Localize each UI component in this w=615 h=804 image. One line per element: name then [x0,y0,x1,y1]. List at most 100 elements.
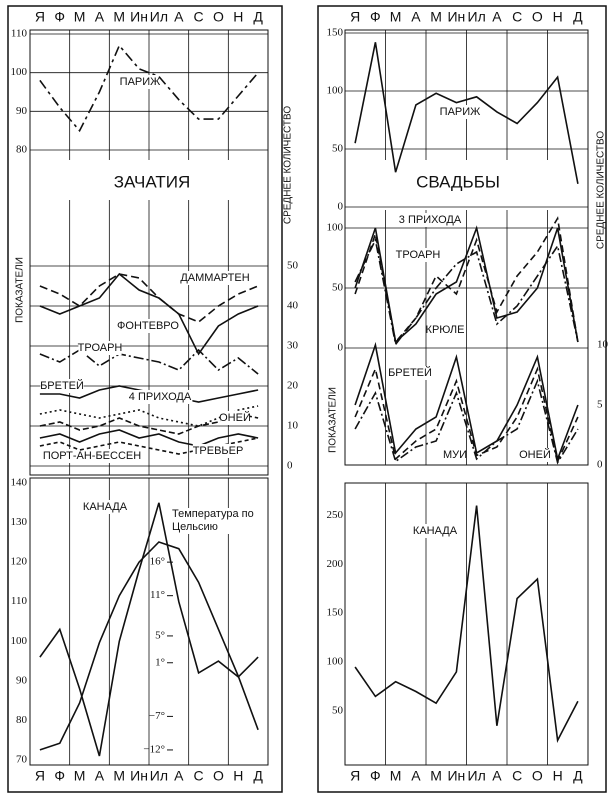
series-line [354,378,579,465]
x-tick-label: Н [233,768,243,784]
series-line [39,437,259,455]
x-tick-label: Н [553,9,563,25]
y-tick-label: 150 [327,27,344,39]
x-tick-label: М [430,9,442,25]
y-tick-label: 40 [287,300,299,312]
x-tick-label: Я [350,9,360,25]
y-tick-label: 110 [11,28,28,40]
y-tick-label: 90 [16,105,28,117]
label-bg [192,444,244,458]
y2-tick-label: 1° [155,656,165,668]
x-tick-label: А [95,9,105,25]
side-label: СРЕДНЕЕ КОЛИЧЕСТВО [283,106,294,224]
series-label: БРЕТЕЙ [388,366,432,379]
x-tick-label: С [194,768,204,784]
series-label: ФОНТЕВРО [117,320,179,332]
label-bg [83,500,127,514]
x-tick-label: Н [553,768,563,784]
y2-tick-label: −12° [143,743,165,755]
x-tick-label: А [174,9,184,25]
y-tick-label: 50 [332,143,344,155]
x-tick-label: С [194,9,204,25]
x-tick-label: А [411,768,421,784]
y-tick-label: 50 [332,282,344,294]
series-line [39,273,259,323]
axis-label: ПОКАЗАТЕЛИ [15,257,26,323]
series-label: ТРОАРН [78,342,123,354]
label-bg [127,390,193,404]
x-tick-label: М [390,9,402,25]
x-tick-label: А [492,9,502,25]
y-tick-label: 0 [338,342,344,354]
y-tick-label: 80 [16,144,28,156]
label-bg [396,248,440,262]
y2-tick-label: 16° [150,556,165,568]
x-tick-label: Д [573,9,583,25]
series-label: Температура по Цельсию [172,508,264,534]
x-tick-label: О [532,768,543,784]
series-line [39,541,259,751]
y-tick-label: 0 [287,460,293,472]
x-tick-label: Ил [150,9,168,25]
series-label: ОНЕЙ [219,411,251,424]
label-bg [442,105,478,119]
y-tick-label: 90 [16,674,28,686]
x-tick-label: М [430,768,442,784]
label-bg [413,524,457,538]
x-tick-label: А [411,9,421,25]
x-tick-label: А [95,768,105,784]
label-bg [388,366,432,380]
y-tick-label: 200 [327,558,344,570]
x-tick-label: М [390,768,402,784]
y-tick-label: 100 [11,635,28,647]
x-tick-label: М [74,768,86,784]
y-tick-label: 140 [11,477,28,489]
x-tick-label: Ил [150,768,168,784]
series-label-box: Температура по Цельсию [172,508,264,534]
y2-tick-label: 11° [150,589,165,601]
series-label: ПОРТ-АН-БЕССЕН [43,450,141,462]
x-tick-label: Ин [447,768,465,784]
x-tick-label: Н [233,9,243,25]
x-tick-label: М [74,9,86,25]
label-bg [427,323,463,337]
x-tick-label: С [512,9,522,25]
y-tick-label: 80 [16,714,28,726]
title-bg [100,168,210,198]
label-bg [444,448,466,462]
y-tick-label: 100 [11,66,28,78]
y-tick-label: 10 [287,420,299,432]
label-bg [520,448,550,462]
x-tick-label: Ил [468,9,486,25]
label-bg [122,75,158,89]
panel-title: ЗАЧАТИЯ [114,172,191,191]
y-tick-label: 50 [287,260,299,272]
x-tick-label: Ф [54,9,65,25]
series-label: КАНАДА [413,525,458,537]
series-label: ДАММАРТЕН [180,272,249,284]
series-line [39,405,259,427]
label-bg [40,379,84,393]
series-label: 3 ПРИХОДА [399,214,462,226]
x-tick-label: Я [35,9,45,25]
label-bg [78,341,122,355]
x-tick-label: М [113,768,125,784]
series-line [39,272,259,356]
y-tick-label: 10 [597,339,609,351]
series-label: МУИ [443,449,467,461]
series-label: КРЮЛЕ [426,324,465,336]
series-line [354,505,579,744]
x-tick-label: Ин [447,9,465,25]
series-label: ТРОАРН [396,249,441,261]
x-tick-label: Д [253,9,263,25]
series-line [354,42,579,184]
x-tick-label: А [492,768,502,784]
series-label: ПАРИЖ [120,76,161,88]
y-tick-label: 110 [11,595,28,607]
series-label: КАНАДА [83,501,128,513]
x-tick-label: О [213,9,224,25]
label-bg [397,213,463,227]
y-tick-label: 100 [327,85,344,97]
label-bg [41,449,143,463]
